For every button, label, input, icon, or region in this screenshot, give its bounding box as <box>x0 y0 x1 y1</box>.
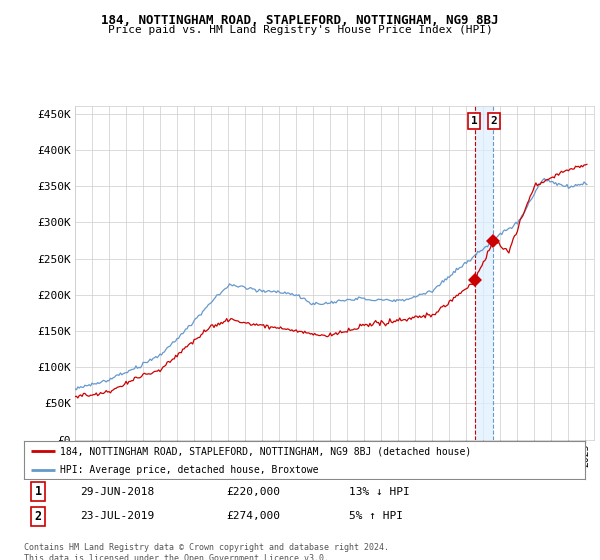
Text: 184, NOTTINGHAM ROAD, STAPLEFORD, NOTTINGHAM, NG9 8BJ: 184, NOTTINGHAM ROAD, STAPLEFORD, NOTTIN… <box>101 14 499 27</box>
Text: 184, NOTTINGHAM ROAD, STAPLEFORD, NOTTINGHAM, NG9 8BJ (detached house): 184, NOTTINGHAM ROAD, STAPLEFORD, NOTTIN… <box>61 446 472 456</box>
Text: 5% ↑ HPI: 5% ↑ HPI <box>349 511 403 521</box>
Text: 1: 1 <box>470 116 478 126</box>
Text: HPI: Average price, detached house, Broxtowe: HPI: Average price, detached house, Brox… <box>61 465 319 475</box>
Text: 23-JUL-2019: 23-JUL-2019 <box>80 511 154 521</box>
Text: Contains HM Land Registry data © Crown copyright and database right 2024.
This d: Contains HM Land Registry data © Crown c… <box>24 543 389 560</box>
Text: 13% ↓ HPI: 13% ↓ HPI <box>349 487 410 497</box>
Text: £274,000: £274,000 <box>226 511 280 521</box>
Text: 2: 2 <box>34 510 41 523</box>
Text: 2: 2 <box>491 116 497 126</box>
Text: 29-JUN-2018: 29-JUN-2018 <box>80 487 154 497</box>
Bar <box>475 106 493 440</box>
Text: 1: 1 <box>34 485 41 498</box>
Text: £220,000: £220,000 <box>226 487 280 497</box>
Text: Price paid vs. HM Land Registry's House Price Index (HPI): Price paid vs. HM Land Registry's House … <box>107 25 493 35</box>
